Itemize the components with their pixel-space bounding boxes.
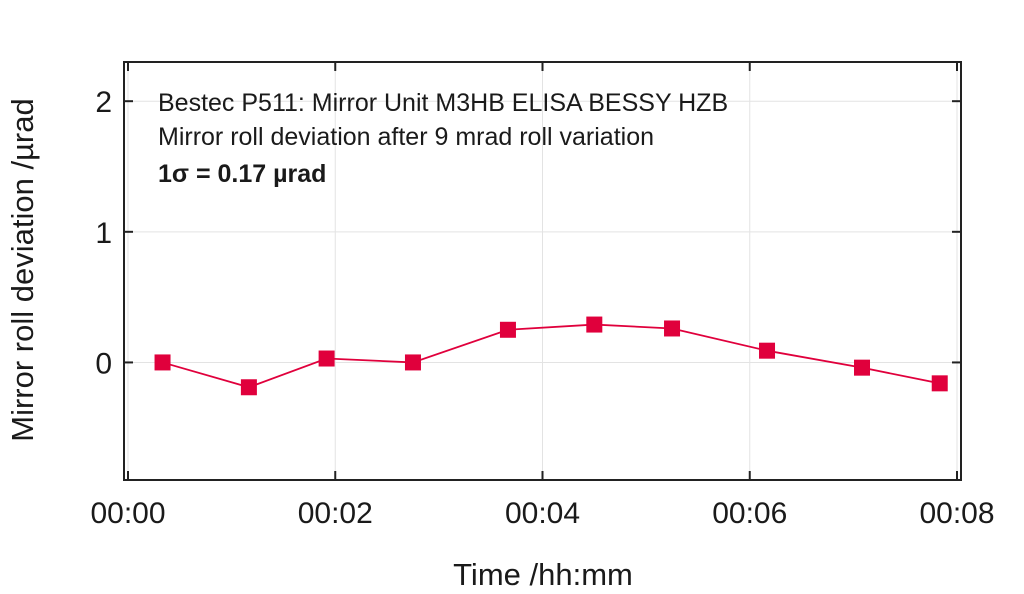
annotation-sigma: 1σ = 0.17 µrad	[158, 160, 326, 188]
x-tick-label: 00:02	[298, 497, 373, 530]
y-tick-label: 2	[95, 86, 112, 119]
x-tick-label: 00:08	[919, 497, 994, 530]
y-axis-label: Mirror roll deviation /µrad	[5, 98, 40, 441]
annotation-line-2: Mirror roll deviation after 9 mrad roll …	[158, 123, 654, 151]
data-point-marker	[664, 320, 681, 337]
data-point-marker	[931, 375, 948, 392]
series-line	[162, 323, 940, 389]
data-point-marker	[318, 350, 335, 367]
y-tick-label: 0	[95, 347, 112, 380]
data-point-marker	[154, 354, 171, 371]
x-axis-label: Time /hh:mm	[453, 557, 633, 592]
annotation-line-1: Bestec P511: Mirror Unit M3HB ELISA BESS…	[158, 89, 728, 117]
series-markers	[154, 316, 948, 396]
x-tick-label: 00:06	[712, 497, 787, 530]
data-point-marker	[404, 354, 421, 371]
grid-lines	[124, 62, 961, 480]
tick-labels: 0 1 2 00:00 00:02 00:04 00:06 00:08	[90, 86, 994, 530]
y-tick-label: 1	[95, 217, 112, 250]
data-point-marker	[499, 321, 516, 338]
data-point-marker	[240, 379, 257, 396]
x-tick-label: 00:00	[90, 497, 165, 530]
tick-marks	[124, 62, 961, 480]
data-point-marker	[586, 316, 603, 333]
data-point-marker	[854, 359, 871, 376]
data-point-marker	[759, 342, 776, 359]
x-tick-label: 00:04	[505, 497, 580, 530]
